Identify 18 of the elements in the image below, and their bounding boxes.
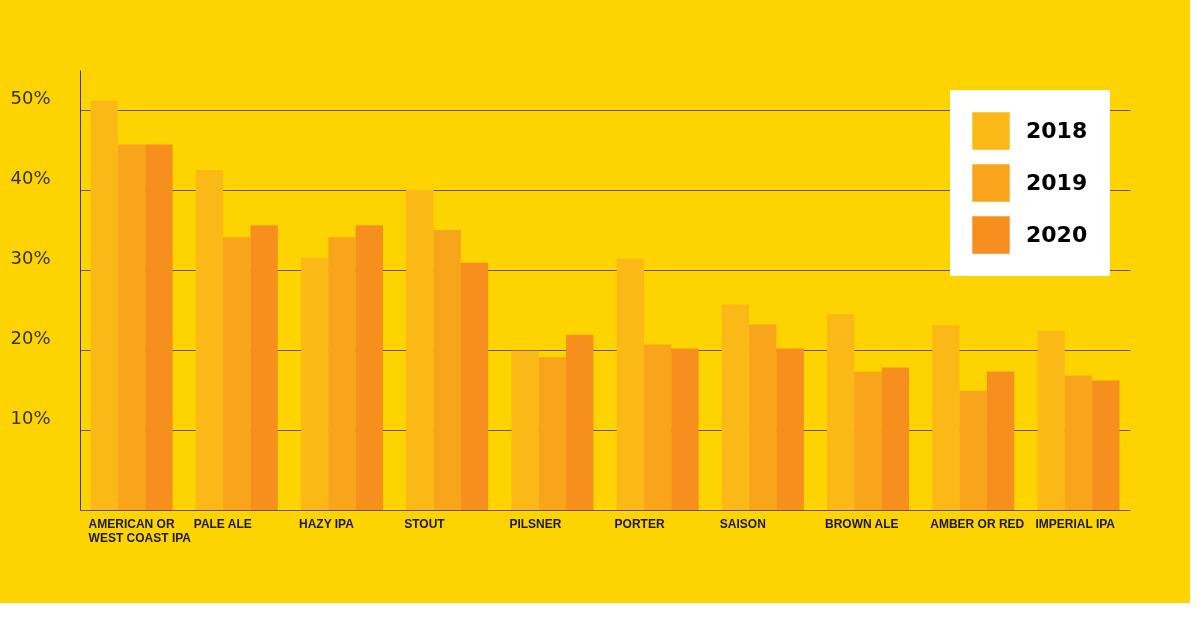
legend-label: 2020 (1026, 222, 1088, 247)
y-tick-label: 20% (10, 326, 51, 348)
x-tick-label: PALE ALE (193, 516, 252, 531)
x-tick-label: IMPERIAL IPA (1035, 516, 1116, 531)
x-tick-label: SAISON (719, 516, 766, 531)
legend-label: 2019 (1026, 170, 1088, 195)
x-tick-label: HAZY IPA (298, 516, 355, 531)
x-tick-label: AMERICAN OR WEST COAST IPA (88, 516, 192, 545)
x-tick-label: PORTER (614, 516, 665, 531)
x-tick-label: BROWN ALE (825, 516, 899, 531)
x-tick-label: AMBER OR RED (930, 516, 1025, 531)
x-tick-label: STOUT (404, 516, 446, 531)
y-tick-label: 10% (10, 406, 51, 428)
y-tick-label: 40% (10, 166, 51, 188)
legend-label: 2018 (1026, 118, 1088, 143)
y-tick-label: 30% (10, 246, 51, 268)
x-tick-label: PILSNER (509, 516, 562, 531)
y-tick-label: 50% (10, 86, 51, 108)
